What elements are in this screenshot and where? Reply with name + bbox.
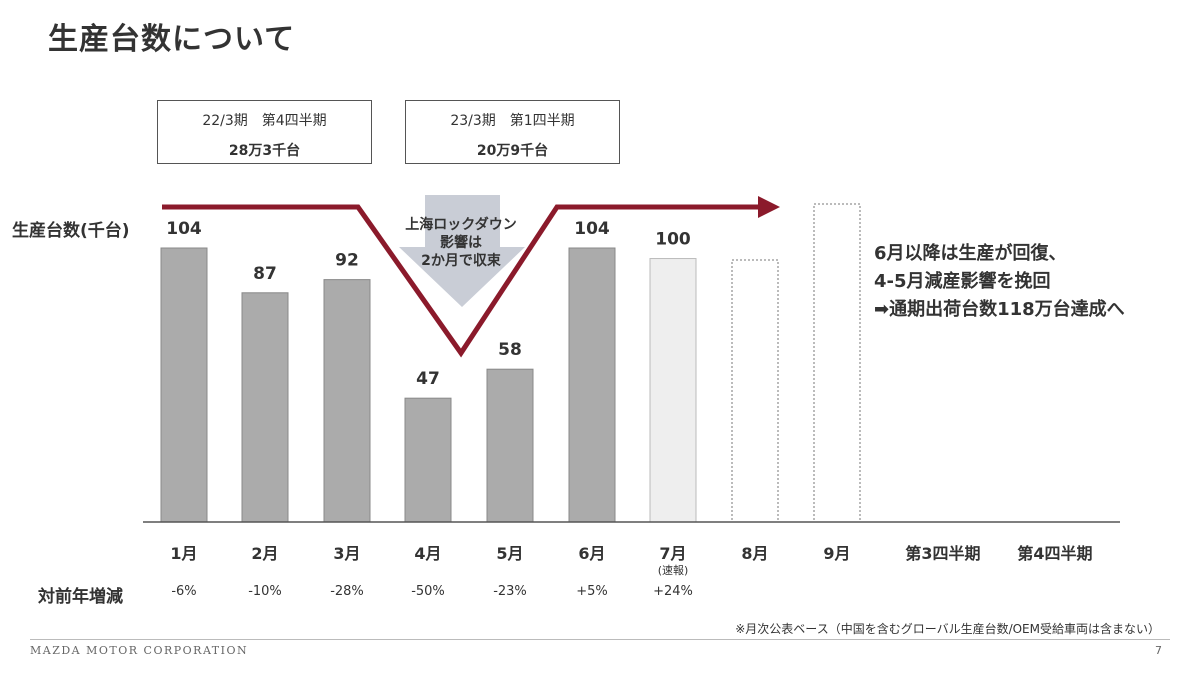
bar-1 [160,247,208,523]
value-label: 58 [498,340,522,360]
bar-3 [323,279,371,523]
x-tick-label: 3月 [333,544,361,563]
annotation-line: 影響は [440,235,482,251]
yoy-row-label: 対前年増減 [38,587,123,607]
bar-2 [241,292,289,523]
yoy-value: +24% [653,584,693,599]
quarter-box-period: 23/3期 第1四半期 [450,113,575,129]
y-axis-label: 生産台数(千台) [12,221,130,241]
trend-arrow-line [162,204,758,358]
yoy-value: -28% [330,584,364,599]
x-tick-label: 1月 [170,544,198,563]
value-label: 87 [253,264,277,284]
page-number: 7 [1155,644,1162,657]
note-line: 4-5月減産影響を挽回 [874,271,1051,292]
note-line: 6月以降は生産が回復、 [874,243,1067,264]
quarter-box-volume: 20万9千台 [476,143,549,159]
value-label: 92 [335,251,359,271]
bar-8 [731,259,779,523]
x-tick-label: 8月 [741,544,769,563]
quarter-box-volume: 28万3千台 [228,143,301,159]
page-title: 生産台数について [48,22,296,57]
x-tick-label: 7月 [659,544,687,563]
x-tick-label: 9月 [823,544,851,563]
x-tick-label: 6月 [578,544,606,563]
x-tick-label: 2月 [251,544,279,563]
quarter-box-q4: 22/3期 第4四半期 28万3千台 [157,100,372,164]
footer-divider [30,639,1170,640]
x-tick-label: 4月 [414,544,442,563]
note-line: ➡通期出荷台数118万台達成へ [874,299,1125,320]
footnote: ※月次公表ベース（中国を含むグローバル生産台数/OEM受給車両は含まない） [735,622,1160,636]
quarter-box-q1: 23/3期 第1四半期 20万9千台 [405,100,620,164]
bar-6 [568,247,616,523]
yoy-value: +5% [576,584,608,599]
annotation-line: 上海ロックダウン [405,217,517,233]
lockdown-annotation: 上海ロックダウン 影響は 2か月で収束 [394,216,528,270]
trend-arrow-head-icon [758,196,780,218]
bar-7 [649,258,697,523]
annotation-line: 2か月で収束 [421,253,501,269]
yoy-value: -23% [493,584,527,599]
x-tick-sublabel: (速報) [657,564,689,577]
down-arrow-icon [399,195,525,307]
x-tick-label: 5月 [496,544,524,563]
bar-5 [486,368,534,523]
company-name: MAZDA MOTOR CORPORATION [30,644,249,657]
value-label: 104 [574,219,610,239]
yoy-value: -50% [411,584,445,599]
value-label: 100 [655,230,691,250]
value-label: 47 [416,369,440,389]
x-tick-label: 第3四半期 [905,544,981,563]
yoy-value: -10% [248,584,282,599]
x-tick-label: 第4四半期 [1017,544,1093,563]
yoy-value: -6% [171,584,197,599]
bar-9 [813,203,861,523]
value-label: 104 [166,219,202,239]
recovery-note: 6月以降は生産が回復、 4-5月減産影響を挽回 ➡通期出荷台数118万台達成へ [874,240,1125,324]
bar-4 [404,397,452,523]
quarter-box-period: 22/3期 第4四半期 [202,113,327,129]
